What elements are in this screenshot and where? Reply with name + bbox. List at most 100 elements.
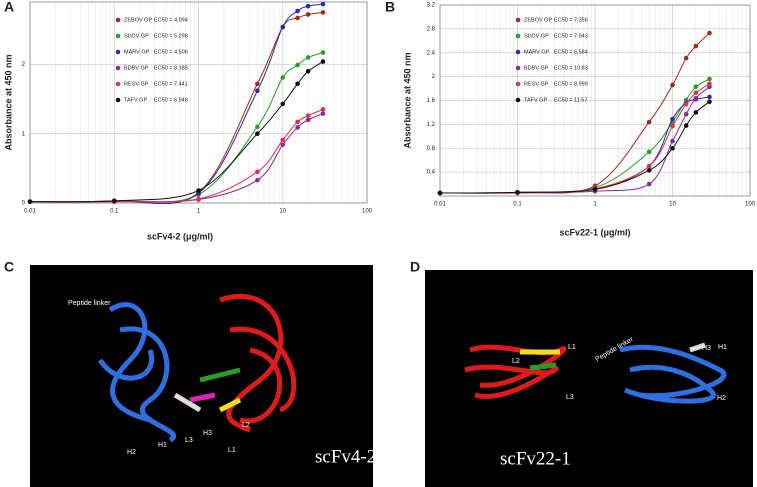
legend-marker <box>515 97 521 103</box>
y-tick-label: 2 <box>22 62 26 68</box>
y-tick-label: 1.6 <box>427 98 436 104</box>
structure-name: scFv22-1 <box>500 448 571 469</box>
data-point <box>646 149 652 155</box>
plot-frame <box>29 1 368 204</box>
data-point <box>670 116 675 122</box>
panel-label: A <box>4 0 14 15</box>
data-point <box>320 50 326 55</box>
data-point <box>683 101 689 107</box>
y-axis-title: Absorbance at 450 nm <box>402 52 412 148</box>
data-point <box>295 8 300 14</box>
data-point <box>280 101 286 107</box>
data-point <box>280 137 286 143</box>
structure-label: H3 <box>702 345 711 352</box>
structure-name: scFv4-2 <box>315 446 376 467</box>
legend-label: ZEBOV GP <box>124 17 152 23</box>
structure-label: L1 <box>568 344 576 351</box>
legend-ec50: EC50 = 8.185 <box>154 65 188 71</box>
legend-label: BDBV GP <box>524 65 549 71</box>
legend-ec50: EC50 = 10.83 <box>554 65 588 71</box>
legend-ec50: EC50 = 7.943 <box>554 33 588 39</box>
structure-label: Peptide linker <box>68 300 111 307</box>
data-point <box>295 119 300 125</box>
x-tick-label: 10 <box>669 202 676 208</box>
structure-label: L2 <box>512 358 520 365</box>
legend-marker <box>115 97 121 103</box>
data-point <box>646 168 652 173</box>
data-point <box>27 199 33 204</box>
data-point <box>196 196 201 202</box>
data-point <box>196 188 201 193</box>
structure-label: H2 <box>717 395 726 402</box>
data-point <box>320 59 326 64</box>
legend-marker <box>515 65 521 71</box>
data-point <box>255 131 260 136</box>
data-point <box>693 90 699 96</box>
structure-label: H3 <box>203 430 212 437</box>
legend-label: BDBV GP <box>124 65 149 71</box>
data-point <box>683 55 689 61</box>
legend-label: RESV GP <box>524 81 549 87</box>
legend-ec50: EC50 = 8.999 <box>554 81 588 87</box>
structure-image <box>425 270 753 487</box>
data-point <box>693 110 699 115</box>
legend-label: SUDV GP <box>524 33 549 39</box>
structure-label: L3 <box>185 437 193 444</box>
legend-ec50: EC50 = 5.298 <box>154 33 188 39</box>
data-point <box>320 1 326 7</box>
legend-label: TAFV GP <box>124 97 147 103</box>
data-point <box>280 24 286 30</box>
y-tick-label: 1 <box>22 131 26 137</box>
x-tick-label: 100 <box>362 209 373 215</box>
x-axis-title: scFv4-2 (μg/ml) <box>147 231 213 241</box>
legend-label: MARV GP <box>524 49 550 55</box>
legend-ec50: EC50 = 7.356 <box>554 17 588 23</box>
data-point <box>280 142 286 148</box>
data-point <box>305 55 311 60</box>
legend-marker <box>115 33 121 39</box>
legend-marker <box>115 49 121 55</box>
y-tick-label: 2.4 <box>427 50 436 56</box>
data-point <box>305 113 311 118</box>
legend-marker <box>515 81 521 87</box>
y-tick-label: 0 <box>22 201 26 207</box>
y-tick-label: 2 <box>432 74 436 80</box>
data-point <box>693 84 699 90</box>
y-tick-label: 2.8 <box>427 26 436 32</box>
x-tick-label: 1 <box>197 209 201 215</box>
data-point <box>295 15 300 21</box>
data-point <box>305 117 311 123</box>
data-point <box>255 169 260 175</box>
data-point <box>437 190 443 196</box>
data-point <box>693 95 699 101</box>
structure-label: H1 <box>158 442 167 449</box>
legend-ec50: EC50 = 11.57 <box>554 97 587 103</box>
legend-ec50: EC50 = 6.584 <box>554 49 588 55</box>
data-point <box>693 43 699 49</box>
data-point <box>320 107 326 112</box>
x-tick-label: 0.01 <box>434 202 446 208</box>
ribbons <box>97 294 297 443</box>
data-point <box>592 187 598 192</box>
legend-marker <box>115 81 121 87</box>
data-point <box>707 81 712 87</box>
legend-marker <box>115 65 121 71</box>
data-point <box>111 198 117 204</box>
x-tick-label: 0.01 <box>24 209 36 215</box>
y-axis-title: Absorbance at 450 nm <box>3 54 13 150</box>
data-point <box>707 30 712 36</box>
data-point <box>255 88 260 94</box>
legend-label: ZEBOV GP <box>524 17 552 23</box>
data-point <box>670 123 675 129</box>
structure-label: L2 <box>242 422 250 429</box>
structure-label: L3 <box>566 394 574 401</box>
data-point <box>255 124 260 130</box>
y-tick-label: 0.8 <box>427 146 436 152</box>
panel-label: C <box>4 259 14 275</box>
y-tick-label: 3.2 <box>427 3 436 9</box>
data-point <box>255 177 260 183</box>
x-tick-label: 0.1 <box>513 202 522 208</box>
structure-image <box>30 265 373 487</box>
data-point <box>280 75 286 80</box>
